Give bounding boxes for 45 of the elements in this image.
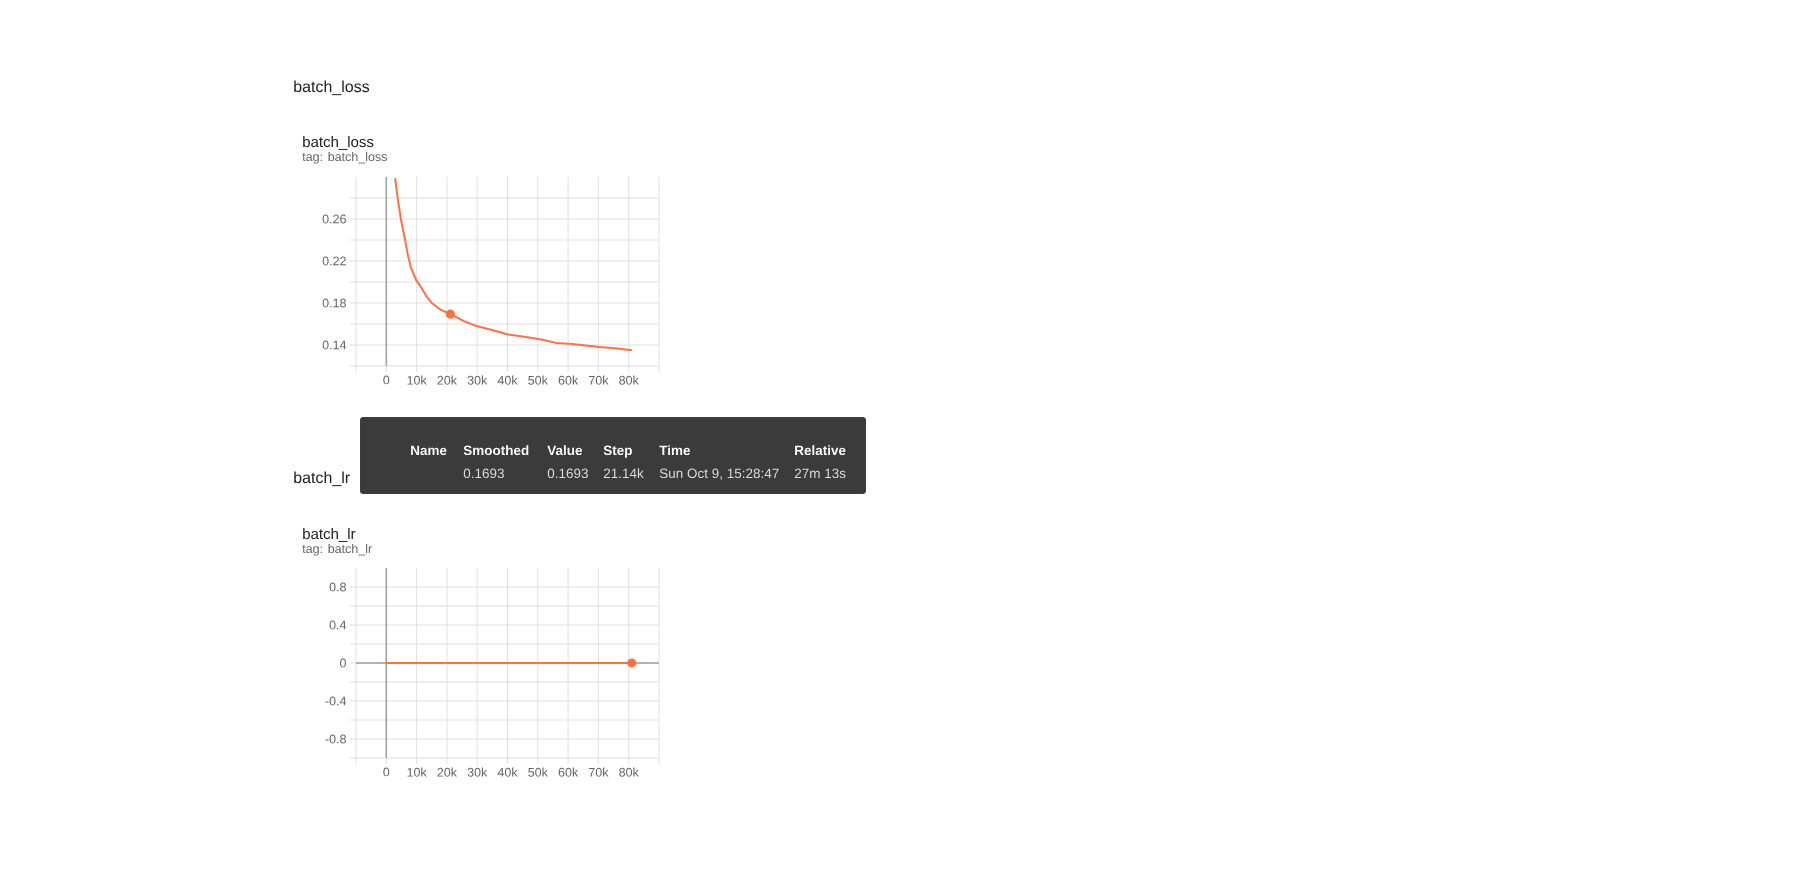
text: Time [659, 445, 691, 456]
x-tick-label: 20k [437, 767, 457, 777]
x-tick-label: 60k [558, 375, 579, 385]
x-tick-label: 70k [588, 767, 609, 777]
x-tick-label: 50k [528, 375, 548, 385]
x-tick-label: 10k [407, 767, 427, 777]
text: batch_loss [294, 80, 370, 96]
text: Step [603, 445, 632, 458]
chart-subtitle: tag: batch_lr [302, 543, 372, 556]
x-tick-label: 0 [383, 375, 390, 385]
x-tick-label: 0 [383, 767, 390, 777]
y-tick-label: 0.22 [322, 256, 346, 266]
chart-subtitle: tag: batch_loss [302, 151, 387, 164]
y-tick-label: 0.18 [322, 298, 346, 308]
chart-title: batch_lr [303, 528, 356, 542]
text: 27m 13s [794, 468, 846, 479]
text: Sun Oct 9, 15:28:47 [659, 468, 779, 480]
x-tick-label: 30k [467, 375, 488, 385]
text: Relative [795, 445, 846, 456]
x-tick-label: 80k [619, 767, 639, 777]
text: 0.1693 [547, 468, 588, 479]
y-tick-label: -0.8 [325, 734, 346, 744]
y-tick-label: 0.8 [329, 582, 346, 592]
x-tick-label: 60k [558, 767, 579, 777]
x-tick-label: 50k [528, 767, 548, 777]
x-tick-label: 80k [619, 375, 639, 385]
y-tick-label: 0.14 [322, 340, 347, 350]
text: Smoothed [463, 445, 529, 456]
text: 0.1693 [463, 468, 504, 479]
x-tick-label: 40k [497, 767, 518, 777]
text: 21.14k [603, 468, 644, 478]
text: Name [411, 445, 447, 456]
x-tick-label: 30k [467, 767, 488, 777]
text: batch_lr [294, 471, 350, 487]
x-tick-label: 40k [497, 375, 518, 385]
y-tick-label: 0.4 [329, 620, 347, 630]
x-tick-label: 70k [588, 375, 609, 385]
chart-title: batch_loss [303, 136, 374, 150]
y-tick-label: -0.4 [325, 696, 347, 706]
y-tick-label: 0.26 [322, 214, 346, 224]
x-tick-label: 10k [407, 375, 427, 385]
x-tick-label: 20k [437, 375, 458, 385]
text: Value [547, 445, 583, 456]
line-series [394, 178, 633, 352]
y-tick-label: 0 [340, 658, 346, 668]
